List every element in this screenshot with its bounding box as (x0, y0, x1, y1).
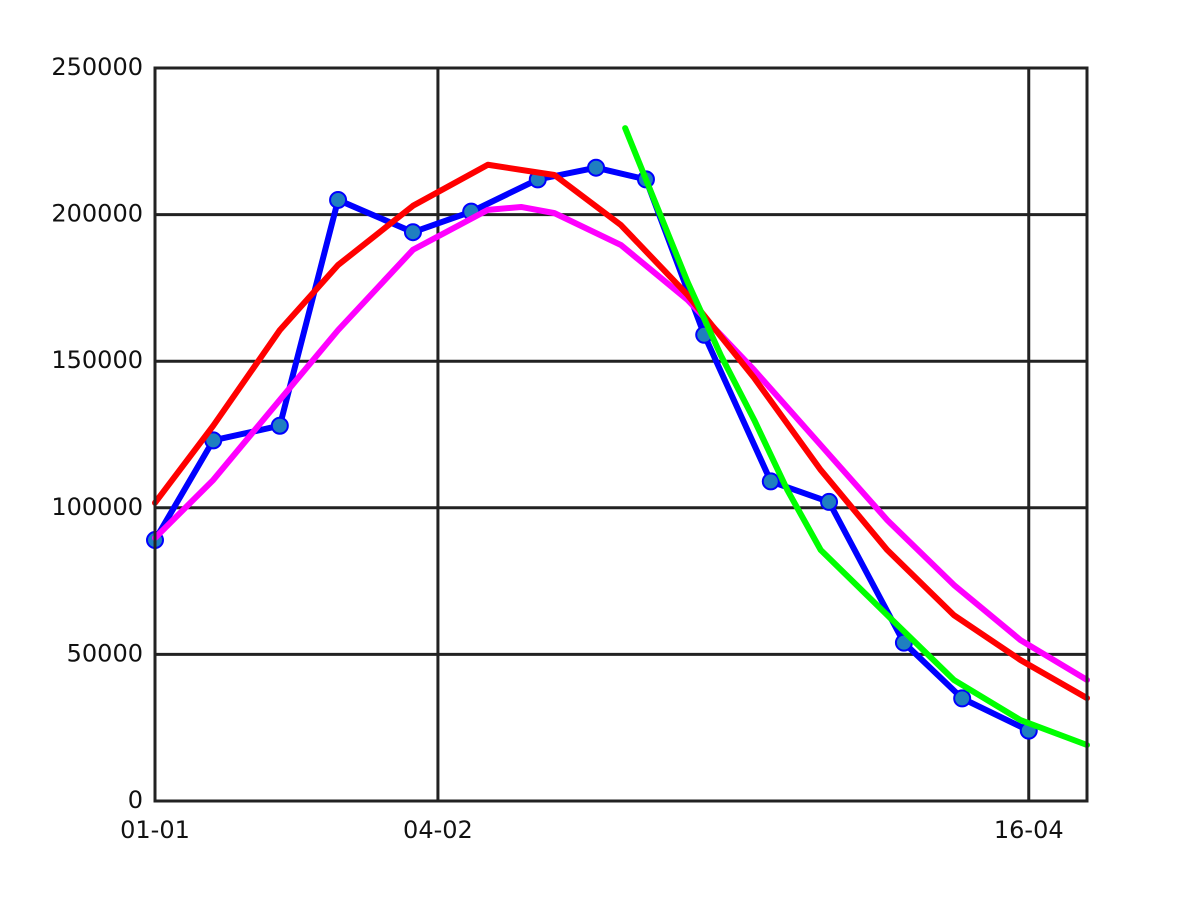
x-tick-label: 04-02 (403, 816, 473, 844)
y-tick-label: 50000 (67, 639, 143, 667)
series-line (152, 161, 1090, 702)
grid (153, 66, 1087, 803)
tick-labels: 0 50000 100000 150000 200000 250000 01-01 04-02… (51, 53, 1063, 844)
y-tick-label: 250000 (51, 53, 143, 81)
data-point (820, 492, 839, 511)
x-tick-label: 01-01 (120, 816, 190, 844)
data-point (329, 190, 348, 209)
y-tick-label: 150000 (51, 346, 143, 374)
series-layer (146, 125, 1090, 748)
data-point (270, 416, 289, 435)
data-point (953, 689, 972, 708)
y-tick-label: 0 (128, 786, 143, 814)
y-tick-label: 200000 (51, 200, 143, 228)
data-point (587, 158, 606, 177)
plot-frame (153, 66, 1089, 803)
series-line (622, 125, 1090, 748)
series-line (152, 203, 1090, 683)
y-tick-label: 100000 (51, 493, 143, 521)
data-point (761, 472, 780, 491)
data-point (403, 223, 422, 242)
x-tick-label: 16-04 (994, 816, 1064, 844)
